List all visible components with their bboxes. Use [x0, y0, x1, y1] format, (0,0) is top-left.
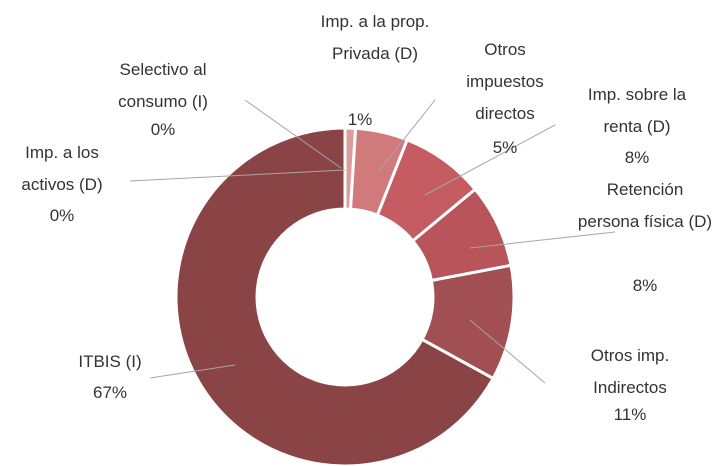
leader-line — [469, 231, 616, 249]
slice-label: Imp. a los activos (D) — [21, 143, 103, 194]
slice-label: Otros impuestos directos — [466, 40, 544, 123]
slice-label: Otros imp. Indirectos — [590, 346, 670, 397]
value-label: 1% — [347, 110, 373, 129]
value-label: 8% — [632, 276, 658, 295]
leader-line — [377, 99, 436, 173]
value-label: 0% — [49, 206, 75, 225]
value-label: 8% — [624, 148, 650, 167]
leader-line — [469, 319, 546, 384]
leader-line — [244, 99, 342, 169]
slice-label: Retención persona física (D) — [577, 180, 713, 231]
value-label: 5% — [492, 138, 518, 157]
value-label: 0% — [150, 120, 176, 139]
value-label: 67% — [92, 383, 128, 402]
leader-line — [129, 169, 346, 182]
slice-label: Imp. a la prop. Privada (D) — [320, 12, 430, 63]
slice-label: Imp. sobre la renta (D) — [587, 85, 687, 136]
value-label: 11% — [613, 405, 647, 424]
leader-line — [424, 124, 556, 196]
donut-slice — [174, 126, 496, 466]
slice-label: ITBIS (I) — [78, 352, 142, 371]
slice-label: Selectivo al consumo (I) — [118, 60, 208, 111]
leader-line — [149, 364, 236, 379]
